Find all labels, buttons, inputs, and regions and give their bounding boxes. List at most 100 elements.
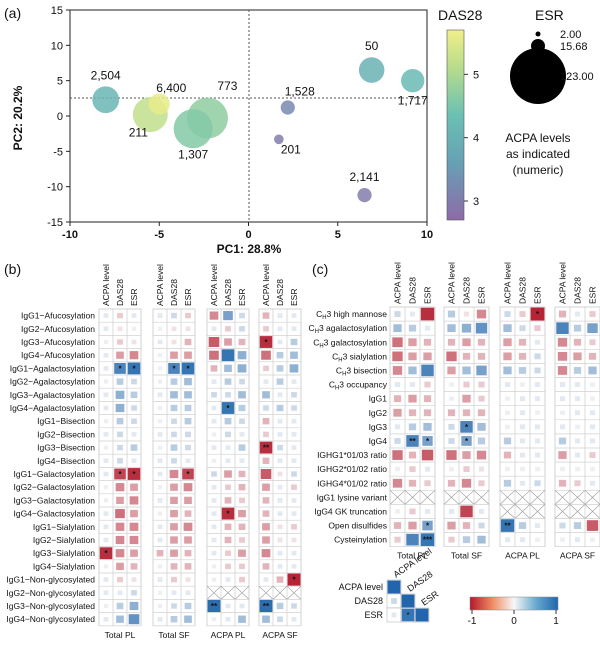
heatmap-mark (573, 324, 582, 332)
heatmap-mark (291, 418, 297, 424)
heatmap-mark (262, 418, 270, 425)
heatmap-mark (277, 432, 283, 437)
heatmap-mark (589, 339, 596, 346)
heatmap-mark (519, 410, 526, 416)
heatmap-mark (103, 326, 109, 332)
heatmap-mark (262, 312, 270, 319)
heatmap-mark (408, 352, 417, 361)
heatmap-mark (392, 337, 403, 348)
heatmap-group-label: ACPA PL (211, 630, 246, 640)
heatmap-mark (277, 471, 283, 477)
heatmap-mark (171, 326, 177, 332)
heatmap-mark (477, 422, 486, 431)
heatmap-mark (262, 615, 270, 623)
significance-star: * (132, 470, 136, 479)
heatmap-mark (519, 480, 526, 486)
heatmap-mark (395, 509, 400, 514)
heatmap-mark (263, 405, 269, 411)
size-legend-title: ESR (535, 7, 564, 23)
heatmap-mark (478, 480, 485, 487)
heatmap-mark (185, 431, 191, 438)
panel-label-b: (b) (4, 261, 21, 277)
heatmap-column-label: ESR (588, 287, 598, 304)
heatmap-mark (535, 410, 540, 415)
heatmap-mark (129, 522, 139, 531)
heatmap-mark (290, 351, 298, 359)
heatmap-mark (171, 418, 177, 424)
significance-star: * (292, 576, 296, 585)
heatmap-mark (211, 511, 217, 516)
heatmap-mark (503, 324, 512, 333)
heatmap-mark (589, 438, 596, 444)
heatmap-mark (505, 396, 510, 401)
heatmap-mark (408, 394, 417, 403)
heatmap-mark (291, 484, 297, 490)
heatmap-mark (131, 577, 137, 582)
triangle-mark (401, 594, 415, 608)
heatmap-row-label: IgG3−Bisection (37, 443, 95, 453)
heatmap-mark (590, 382, 595, 387)
heatmap-mark (263, 365, 269, 372)
heatmap-mark (408, 366, 417, 375)
heatmap-mark (574, 438, 581, 444)
na-cross (514, 504, 531, 519)
heatmap-mark (103, 352, 109, 358)
heatmap-mark (559, 382, 566, 387)
heatmap-mark (277, 313, 283, 318)
y-tick-label: 5 (57, 76, 63, 88)
heatmap-mark (277, 326, 283, 332)
heatmap-mark (238, 615, 246, 623)
significance-star: * (426, 522, 430, 531)
heatmap-mark (116, 351, 124, 359)
colorbar-tick-label: 4 (473, 133, 479, 145)
heatmap-mark (447, 479, 456, 487)
heatmap-mark (534, 367, 541, 374)
heatmap-mark (518, 367, 527, 374)
heatmap-mark (408, 451, 417, 459)
heatmap-mark (262, 391, 270, 399)
size-legend-label-large: 123.00 (560, 71, 594, 83)
heatmap-mark (116, 615, 124, 623)
heatmap-mark (171, 431, 177, 438)
heatmap-mark (131, 458, 137, 464)
na-cross (529, 490, 546, 505)
heatmap-mark (263, 431, 269, 438)
triangle-row-label: DAS28 (354, 596, 383, 606)
heatmap-mark (259, 441, 273, 454)
heatmap-mark (170, 404, 178, 412)
heatmap-mark (157, 419, 163, 424)
heatmap-row-label: IGHG4*01/02 ratio (317, 478, 387, 488)
heatmap-mark (504, 537, 511, 543)
heatmap-row-label: IgG3−Non-glycosylated (6, 601, 95, 611)
heatmap-mark (291, 524, 297, 530)
na-cross (514, 490, 531, 505)
heatmap-mark (171, 603, 177, 609)
heatmap-mark (573, 367, 582, 374)
heatmap-mark (157, 511, 163, 516)
heatmap-mark (277, 550, 283, 556)
na-cross (206, 585, 222, 600)
heatmap-mark (534, 339, 541, 345)
heatmap-mark (534, 452, 541, 458)
heatmap-mark (476, 450, 487, 460)
heatmap-mark (409, 466, 416, 473)
heatmap-mark (574, 537, 581, 543)
heatmap-mark (225, 563, 231, 570)
heatmap-mark (393, 408, 402, 417)
heatmap-mark (170, 509, 178, 518)
heatmap-mark (262, 457, 270, 464)
heatmap-row-label: IgG2−Agalactosylation (10, 377, 96, 387)
significance-star: * (132, 364, 136, 373)
heatmap-mark (238, 470, 246, 478)
heatmap-mark (291, 313, 297, 318)
scatter-point (173, 109, 213, 149)
heatmap-mark (170, 483, 178, 491)
heatmap-mark (183, 483, 193, 492)
heatmap-cell (529, 532, 546, 547)
colorbar-tick-label: 5 (473, 69, 479, 81)
heatmap-mark (224, 470, 232, 478)
scatter-point (280, 100, 295, 115)
heatmap-mark (291, 498, 297, 503)
heatmap-row-label: IgG1−Afucosylation (21, 311, 95, 321)
heatmap-mark (505, 424, 510, 430)
